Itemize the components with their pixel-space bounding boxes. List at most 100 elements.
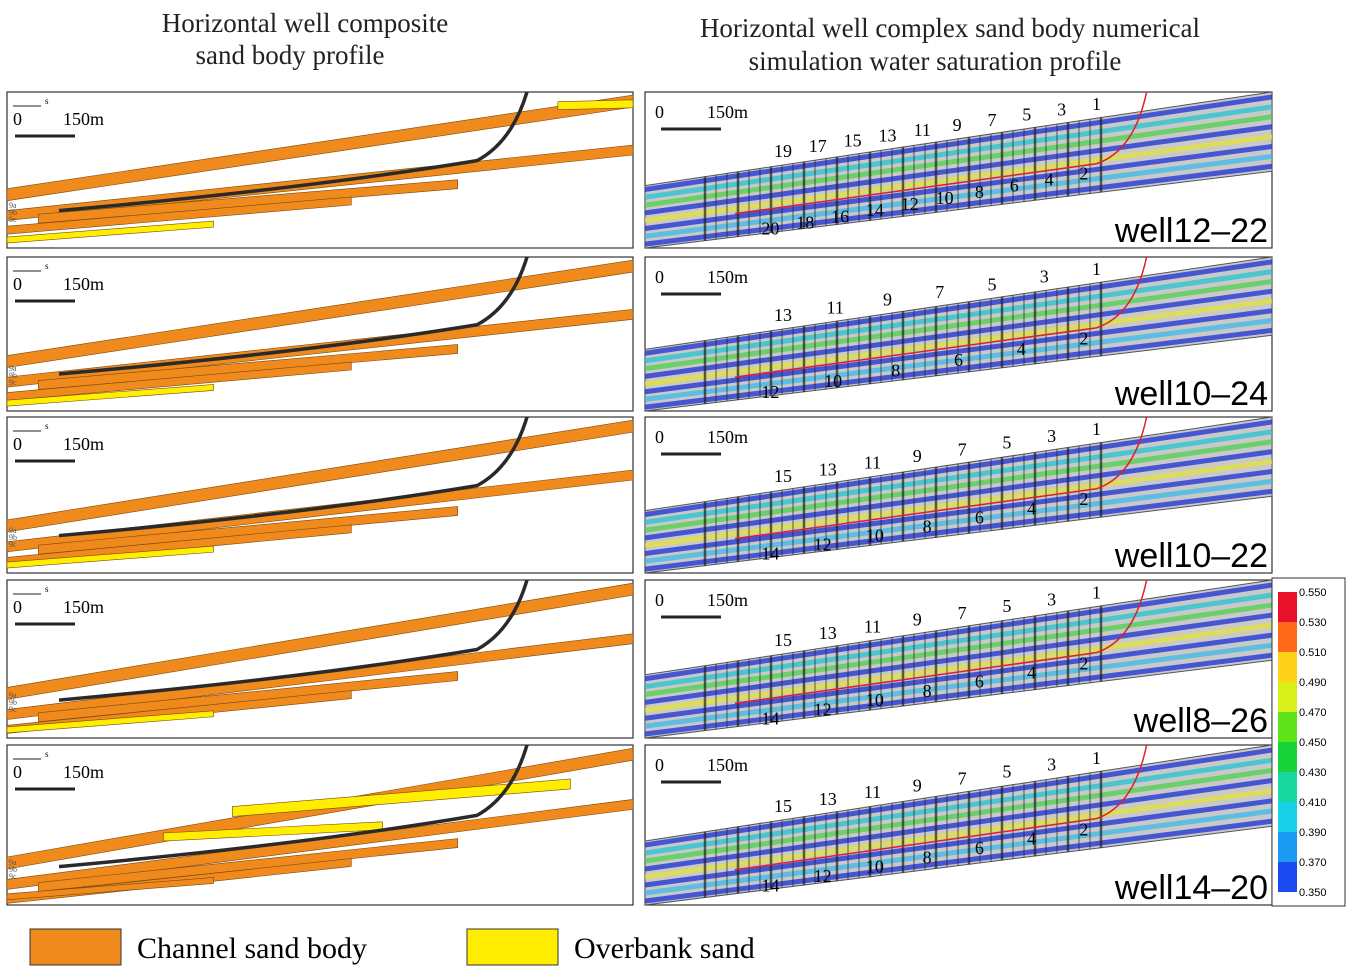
well-number: 10 [824,371,842,391]
well-number: 19 [774,141,792,161]
well-number: 5 [1002,433,1011,453]
colorbar-tick: 0.490 [1299,677,1327,689]
colorbar-tick: 0.550 [1299,587,1327,599]
colorbar-step [1278,742,1297,772]
well-number: 8 [923,681,932,701]
well-number: 12 [814,866,832,886]
colorbar-step [1278,622,1297,652]
scale-zero: 0 [13,762,22,782]
well-number: 5 [1002,762,1011,782]
well-number: 5 [1022,105,1031,125]
well-name: well10–22 [1114,537,1268,575]
well-number: 1 [1092,748,1101,768]
layer-label: 9c [9,215,17,224]
left-title: sand body profile [196,40,385,70]
well-number: 14 [761,708,779,728]
well-number: 1 [1092,259,1101,279]
scale-zero: 0 [655,755,664,775]
scale-label: 150m [707,427,748,447]
well-number: 6 [1010,176,1019,196]
north-mark: s [45,584,49,594]
well-number: 11 [864,453,881,473]
colorbar-step [1278,772,1297,802]
well-number: 9 [913,775,922,795]
colorbar-tick: 0.390 [1299,827,1327,839]
colorbar-step [1278,802,1297,832]
colorbar-step [1278,592,1297,622]
well-number: 20 [761,219,779,239]
well-number: 6 [975,672,984,692]
well-number: 13 [774,305,792,325]
legend-swatch [467,929,558,965]
well-number: 3 [1057,99,1066,119]
well-number: 15 [774,466,792,486]
colorbar-tick: 0.450 [1299,737,1327,749]
well-number: 7 [958,603,967,623]
well-number: 15 [774,630,792,650]
well-number: 7 [958,439,967,459]
well-number: 1 [1092,583,1101,603]
scale-zero: 0 [13,434,22,454]
well-number: 3 [1047,426,1056,446]
well-number: 8 [891,361,900,381]
well-number: 12 [814,535,832,555]
north-mark: s [45,261,49,271]
scale-zero: 0 [655,590,664,610]
well-number: 15 [774,796,792,816]
well-number: 4 [1045,170,1054,190]
scale-zero: 0 [655,102,664,122]
well-number: 2 [1079,329,1088,349]
simulation-panel: 0150m151311975311412108642well10–22 [645,417,1272,575]
sand-profile-panel: 0s150m9a9b9c [7,417,633,573]
sand-profile-panel: 0s150m9a9b9c [7,580,633,738]
well-number: 4 [1027,829,1036,849]
well-number: 12 [901,194,919,214]
well-number: 2 [1079,653,1088,673]
colorbar-tick: 0.470 [1299,707,1327,719]
legend-label: Channel sand body [137,932,367,965]
well-number: 7 [987,110,996,130]
layer-label: 9c [9,872,17,881]
figure: Horizontal well composite sand body prof… [0,0,1351,967]
colorbar: 0.5500.5300.5100.4900.4700.4500.4300.410… [1272,578,1345,906]
scale-zero: 0 [13,597,22,617]
well-name: well12–22 [1114,212,1268,250]
legend-label: Overbank sand [574,932,755,965]
well-number: 12 [814,699,832,719]
well-number: 17 [809,136,827,156]
well-number: 6 [975,507,984,527]
colorbar-tick: 0.530 [1299,617,1327,629]
colorbar-tick: 0.510 [1299,647,1327,659]
well-number: 14 [761,544,779,564]
colorbar-step [1278,682,1297,712]
well-number: 11 [914,120,931,140]
well-number: 9 [913,610,922,630]
scale-label: 150m [63,597,104,617]
well-number: 4 [1017,339,1026,359]
well-number: 13 [819,623,837,643]
well-name: well10–24 [1114,375,1268,413]
scale-zero: 0 [655,267,664,287]
scale-label: 150m [63,434,104,454]
scale-label: 150m [707,590,748,610]
sand-profile-panel: 0s150m9a9b9c [7,92,633,248]
right-title: Horizontal well complex sand body numeri… [700,13,1200,43]
well-name: well8–26 [1133,702,1268,740]
well-number: 11 [864,616,881,636]
well-number: 15 [844,131,862,151]
scale-label: 150m [707,267,748,287]
scale-label: 150m [63,762,104,782]
colorbar-step [1278,832,1297,862]
simulation-panel: 0150m151311975311412108642well8–26 [645,580,1272,740]
well-number: 4 [1027,498,1036,518]
well-number: 6 [954,350,963,370]
north-mark: s [45,749,49,759]
well-number: 4 [1027,663,1036,683]
well-number: 14 [761,875,779,895]
well-number: 9 [883,290,892,310]
left-title: Horizontal well composite [162,8,448,38]
well-number: 9 [953,115,962,135]
